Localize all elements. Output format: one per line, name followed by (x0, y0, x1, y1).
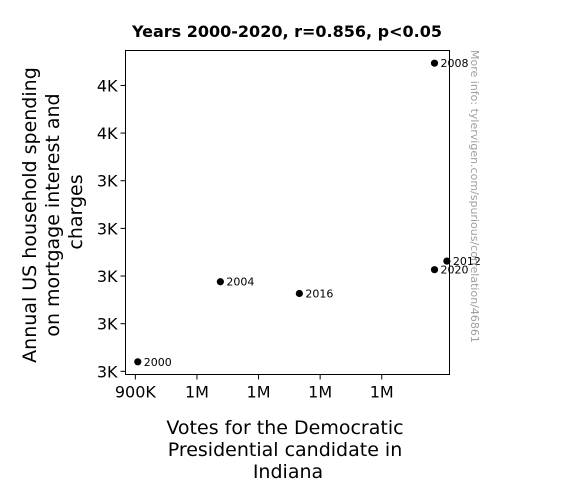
x-tick-label: 900K (115, 383, 157, 402)
data-point (295, 289, 303, 298)
data-point-label: 2012 (453, 255, 481, 268)
y-tick-label: 3K (97, 219, 118, 238)
data-point-label: 2004 (226, 276, 254, 289)
x-axis: 900K 1M 1M 1M 1M (115, 374, 394, 402)
svg-text:Annual US household spending: Annual US household spending on mortgage… (19, 61, 87, 363)
x-tick-label: 1M (247, 383, 271, 402)
data-point-label: 2020 (441, 264, 469, 277)
plot-frame (125, 50, 450, 375)
x-axis-label-line-1: Votes for the Democratic (166, 417, 403, 439)
y-axis-label-line-3: charges (65, 174, 87, 249)
y-tick-label: 4K (97, 76, 118, 95)
watermark-text: More info: tylervigen.com/spurious/corre… (468, 50, 481, 343)
x-tick-label: 1M (308, 383, 332, 402)
data-point (443, 257, 451, 265)
y-tick-label: 3K (97, 172, 118, 191)
x-axis-label-line-3: Indiana (253, 461, 323, 483)
plot-area: 2000 2004 2008 2012 2016 2020 (134, 57, 481, 369)
x-axis-label: Votes for the Democratic Presidential ca… (166, 417, 409, 483)
data-point (134, 358, 142, 366)
y-axis: 3K 3K 3K 3K 3K 4K 4K (97, 76, 126, 381)
chart-title: Years 2000-2020, r=0.856, p<0.05 (131, 22, 442, 41)
data-point-label: 2016 (305, 288, 333, 301)
data-point-label: 2008 (441, 57, 469, 70)
y-tick-label: 3K (97, 315, 118, 334)
data-point (430, 59, 439, 67)
x-tick-label: 1M (370, 383, 394, 402)
y-tick-label: 4K (97, 124, 118, 143)
y-axis-label-line-1: Annual US household spending (19, 67, 41, 363)
y-tick-label: 3K (97, 362, 118, 381)
x-tick-label: 1M (185, 383, 209, 402)
y-axis-label-line-2: on mortgage interest and (42, 93, 64, 336)
data-point-label: 2000 (144, 356, 172, 369)
x-axis-label-line-2: Presidential candidate in (168, 439, 403, 461)
y-axis-label: Annual US household spending on mortgage… (19, 61, 87, 363)
y-tick-label: 3K (97, 267, 118, 286)
data-point (216, 278, 224, 286)
data-point (430, 266, 439, 274)
